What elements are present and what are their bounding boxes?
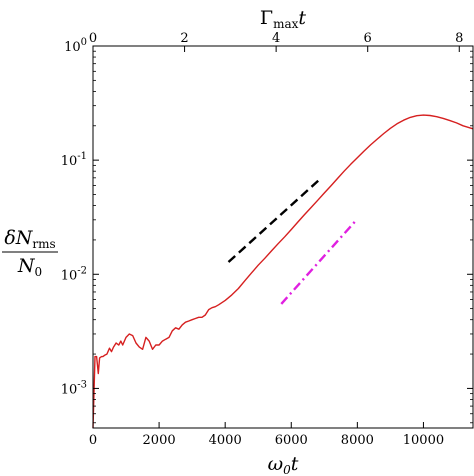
- y-axis-label-den-main: N: [17, 255, 36, 277]
- y-axis-label-num-main: δN: [4, 227, 33, 249]
- top-x-axis-label-tail: t: [298, 7, 306, 29]
- y-axis-label-denominator: N0: [17, 255, 42, 279]
- series-line-2: [280, 218, 359, 305]
- y-tick-label: 100: [64, 37, 87, 55]
- y-tick-label: 10-3: [61, 379, 87, 397]
- x-tick-label: 0: [89, 433, 97, 448]
- top-x-tick-label: 2: [180, 31, 188, 46]
- x-axis-label-sub: 0: [283, 463, 291, 476]
- top-x-axis-label: Γmaxt: [260, 7, 307, 31]
- series-layer: [92, 114, 474, 429]
- x-axis-label-main: ω: [268, 453, 284, 475]
- y-axis-label-numerator: δNrms: [4, 227, 55, 251]
- y-tick-label: 10-2: [61, 265, 87, 283]
- y-axis-label-den-sub: 0: [34, 265, 42, 279]
- x-tick-label: 2000: [143, 433, 176, 448]
- series-line-1: [227, 177, 322, 263]
- x-tick-label: 10000: [403, 433, 444, 448]
- top-x-tick-label: 6: [364, 31, 372, 46]
- x-tick-label: 8000: [341, 433, 374, 448]
- y-axis-label: δNrms N0: [2, 227, 58, 279]
- top-x-axis-label-sub: max: [273, 17, 299, 31]
- x-axis-label-tail: t: [291, 453, 299, 475]
- x-axis-label: ω0t: [268, 453, 299, 476]
- top-x-tick-label: 0: [89, 31, 97, 46]
- top-x-tick-label: 4: [272, 31, 280, 46]
- plot-frame: [92, 45, 474, 429]
- y-axis-label-num-sub: rms: [32, 237, 55, 251]
- series-line-0: [92, 114, 474, 429]
- x-tick-label: 4000: [209, 433, 242, 448]
- y-tick-label: 10-1: [61, 151, 87, 169]
- top-x-axis-label-main: Γ: [260, 7, 273, 29]
- x-tick-label: 6000: [275, 433, 308, 448]
- ticks-layer: 0 2000 4000 6000 8000 10000 0 2 4 6 8 10-3 10-2 10-1 1…: [61, 31, 473, 448]
- top-x-tick-label: 8: [455, 31, 463, 46]
